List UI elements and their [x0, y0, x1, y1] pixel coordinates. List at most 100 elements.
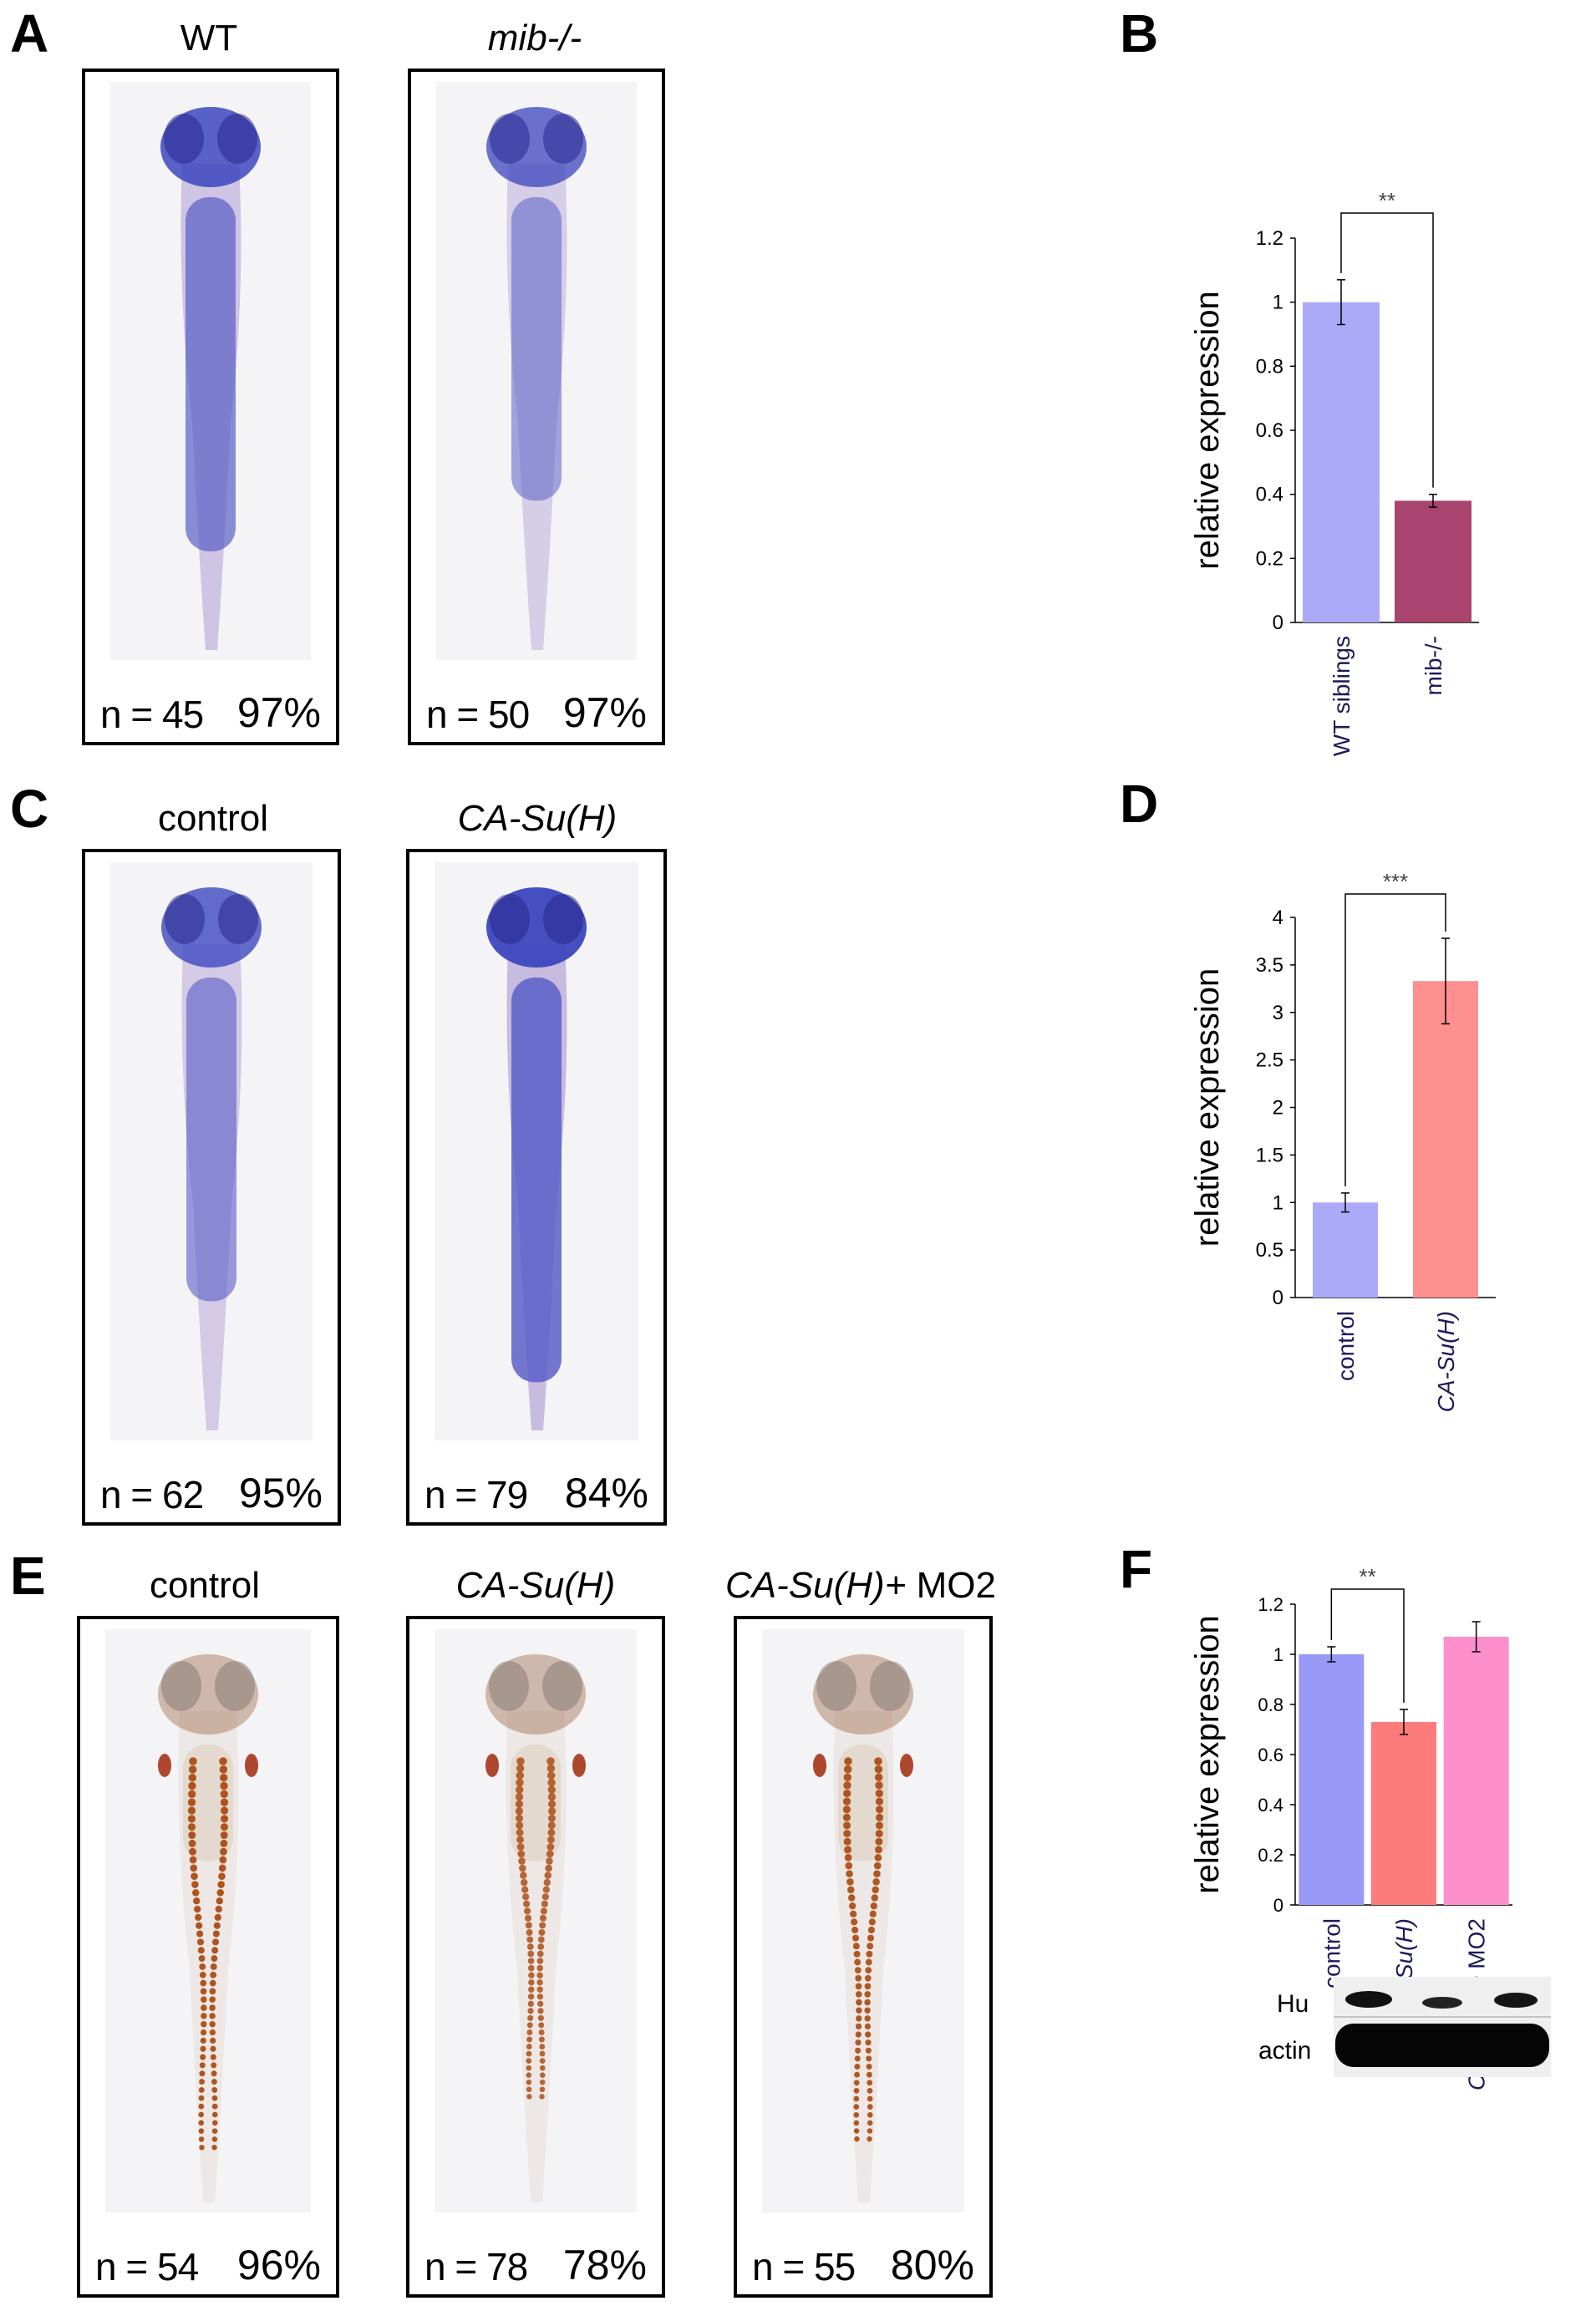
- neuron-dot: [843, 1789, 851, 1798]
- ganglion-left: [158, 1754, 171, 1777]
- neuron-dot: [856, 2015, 862, 2022]
- neuron-dot: [853, 2128, 860, 2134]
- neuron-dot: [516, 1764, 525, 1773]
- right-eye: [217, 114, 257, 164]
- neuron-dot: [200, 2037, 206, 2044]
- neuron-dot: [526, 1936, 534, 1943]
- neuron-dot: [210, 2045, 216, 2052]
- neuron-dot: [536, 1978, 543, 1986]
- bar-2: [1395, 500, 1471, 622]
- neuron-dot: [518, 1857, 526, 1865]
- neuron-dot: [855, 2023, 862, 2030]
- y-tick-label: 1: [1273, 1191, 1283, 1214]
- neuron-dot: [853, 2111, 860, 2118]
- neuron-dot: [200, 1979, 207, 1987]
- neuron-dot: [528, 1972, 535, 1978]
- neuron-dot: [527, 1964, 535, 1972]
- neuron-dot: [539, 2050, 546, 2057]
- neuron-dot: [211, 2079, 217, 2085]
- neuron-dot: [853, 2087, 860, 2094]
- neuron-dot: [851, 1918, 858, 1926]
- neuron-dot: [854, 1958, 862, 1966]
- neuron-dot: [853, 2080, 860, 2086]
- neuron-dot: [536, 1972, 543, 1978]
- neuron-dot: [519, 1864, 526, 1872]
- neuron-dot: [868, 1918, 876, 1926]
- left-eye: [161, 1661, 201, 1711]
- neuron-dot: [211, 2103, 218, 2110]
- embryo-title-ca-suh-e: CA-Su(H): [455, 1565, 616, 1606]
- embryo-image-ca-suh: n = 79 84%: [406, 849, 667, 1526]
- neuron-dot: [210, 2054, 216, 2060]
- neuron-dot: [536, 1958, 544, 1964]
- neuron-dot: [526, 2094, 532, 2100]
- neuron-dot: [541, 1893, 549, 1901]
- y-tick-label: 3: [1273, 1002, 1283, 1024]
- sample-size-label: n = 54: [95, 2245, 199, 2288]
- neuron-dot: [853, 2104, 860, 2110]
- neuron-dot: [867, 2111, 873, 2118]
- neuron-dot: [543, 1878, 551, 1887]
- neuron-dot: [200, 2029, 207, 2036]
- image-background: [762, 1629, 964, 2212]
- neuron-dot: [546, 1757, 555, 1765]
- neuron-dot: [516, 1757, 525, 1765]
- neuron-dot: [875, 1821, 883, 1830]
- neuron-dot: [526, 2036, 533, 2043]
- neuron-dot: [852, 1943, 860, 1950]
- neuron-dot: [524, 1914, 532, 1922]
- neuron-dot: [217, 1881, 225, 1888]
- neuron-dot: [210, 1971, 217, 1978]
- neuron-dot: [544, 1872, 551, 1879]
- neuron-dot: [850, 1910, 857, 1917]
- neuron-dot: [195, 1913, 202, 1922]
- neuron-dot: [537, 2000, 544, 2007]
- neuron-dot: [871, 1894, 878, 1902]
- neuron-dot: [199, 2145, 205, 2151]
- neuron-dot: [539, 2094, 545, 2100]
- panel-letter-a: A: [10, 3, 49, 63]
- neuron-dot: [866, 2071, 872, 2078]
- embryo-image-control-e: n = 54 96%: [77, 1616, 339, 2298]
- neuron-dot: [526, 2058, 532, 2064]
- neuron-dot: [854, 2136, 860, 2142]
- neuron-dot: [846, 1870, 853, 1877]
- neuron-dot: [855, 1983, 862, 1990]
- western-blot: [1334, 1977, 1551, 2077]
- y-tick-label: 0.6: [1256, 419, 1283, 442]
- neuron-dot: [211, 1955, 218, 1963]
- neuron-dot: [875, 1837, 883, 1846]
- neuron-dot: [220, 1831, 228, 1840]
- neuron-dot: [515, 1793, 524, 1801]
- neuron-dot: [875, 1797, 884, 1806]
- neuron-dot: [193, 1897, 201, 1905]
- neuron-dot: [546, 1764, 556, 1773]
- neuron-dot: [218, 1864, 226, 1872]
- neuron-dot: [209, 1979, 216, 1987]
- neuron-dot: [201, 2013, 207, 2019]
- neuron-dot: [870, 1902, 877, 1910]
- neuron-dot: [851, 1926, 859, 1934]
- trunk-stain: [511, 978, 562, 1383]
- title-italic-part: CA-Su(H)+: [725, 1565, 907, 1606]
- neuron-dot: [187, 1815, 196, 1823]
- neuron-dot: [191, 1881, 199, 1888]
- neuron-dot: [201, 2021, 207, 2028]
- neuron-dot: [209, 1988, 216, 1995]
- ganglion-right: [900, 1754, 913, 1777]
- neuron-dot: [196, 1930, 204, 1938]
- neuron-dot: [198, 2103, 205, 2110]
- neuron-dot: [843, 1837, 851, 1846]
- neuron-dot: [539, 2044, 546, 2049]
- neuron-dot: [188, 1781, 196, 1790]
- embryo-illustration: [762, 1629, 964, 2212]
- neuron-dot: [188, 1831, 196, 1840]
- neuron-dot: [220, 1806, 229, 1815]
- neuron-dot: [199, 2070, 206, 2077]
- neuron-dot: [538, 2022, 545, 2029]
- neuron-dot: [536, 1950, 544, 1958]
- embryo-illustration: [110, 862, 313, 1440]
- neuron-dot: [864, 1983, 872, 1990]
- neuron-dot: [210, 2037, 216, 2044]
- neuron-dot: [536, 1986, 543, 1993]
